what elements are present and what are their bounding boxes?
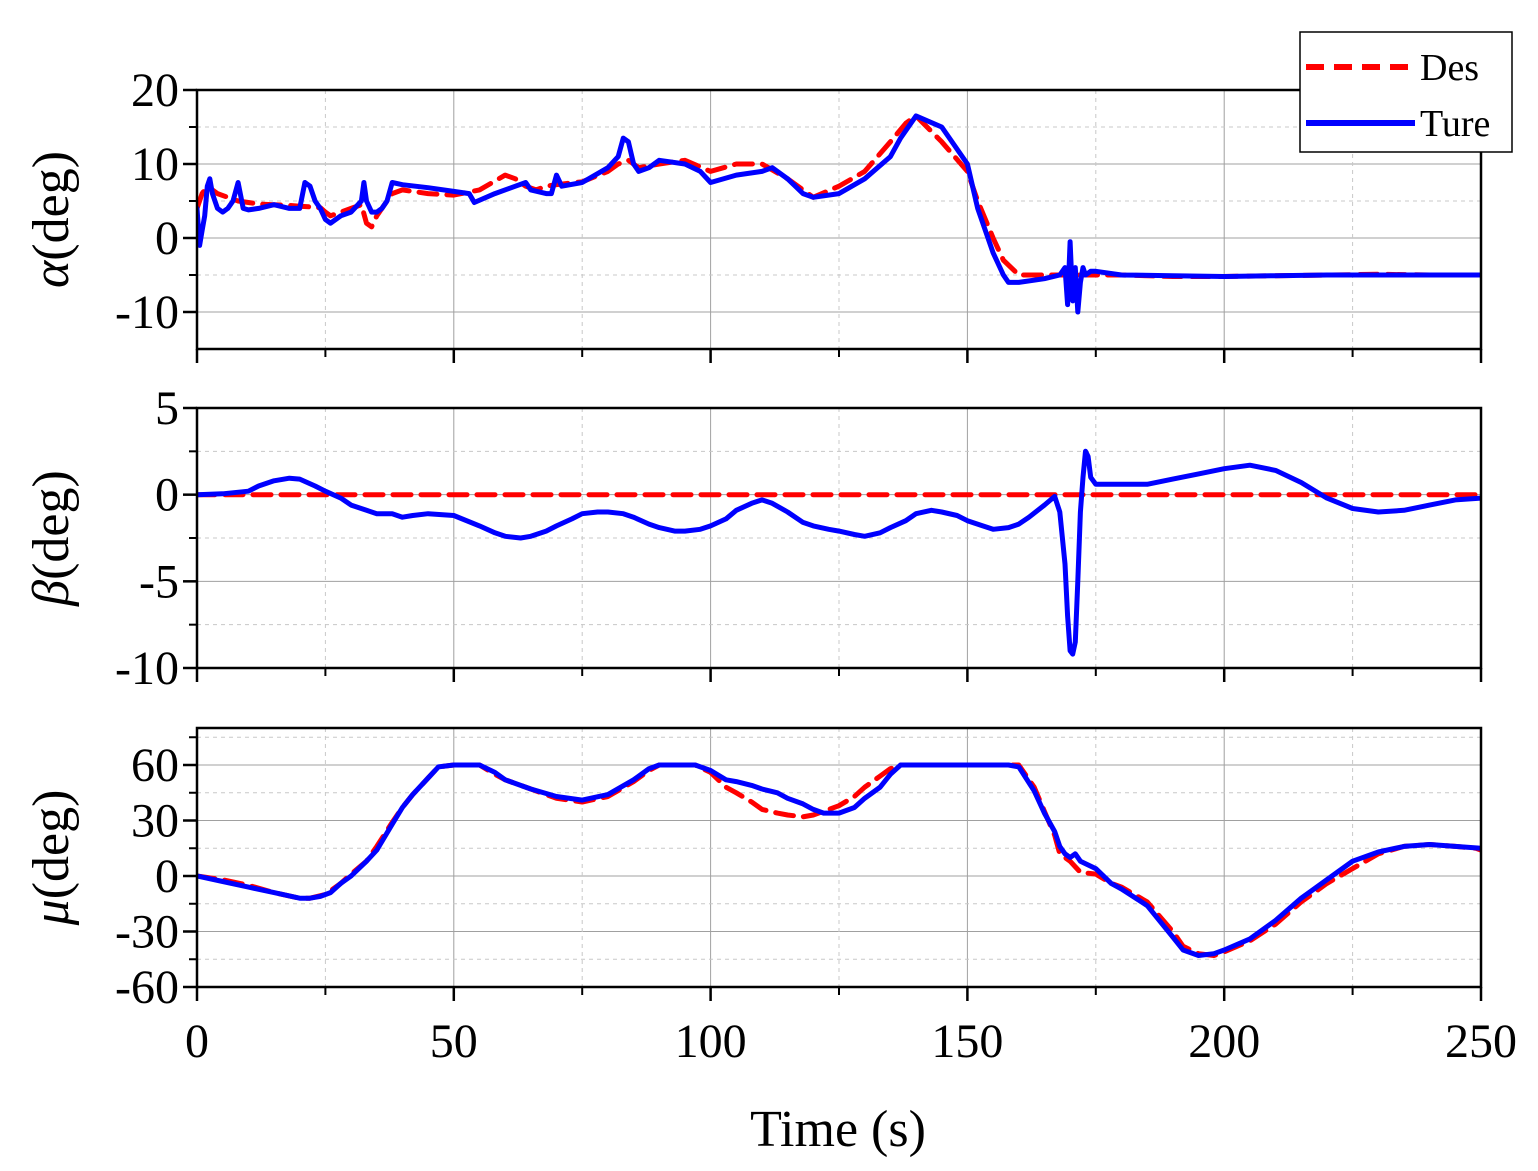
- beta-y-axis-unit: (deg): [23, 470, 80, 580]
- mu-y-axis-symbol: μ: [23, 899, 80, 926]
- mu-ytick-label: -30: [115, 906, 179, 959]
- legend-des-label: Des: [1420, 47, 1479, 89]
- alpha-ytick-label: 20: [131, 64, 179, 117]
- alpha-panel: -10 0 10 20 α(deg): [23, 64, 1483, 363]
- alpha-series-ture: [197, 113, 1481, 315]
- beta-y-axis-symbol: β: [23, 580, 80, 607]
- alpha-ytick-label: 10: [131, 138, 179, 191]
- beta-ytick-label: 5: [155, 382, 179, 435]
- beta-ytick-label: -5: [139, 555, 179, 608]
- mu-ytick-label: 0: [155, 850, 179, 903]
- mu-y-axis-title: μ(deg): [23, 790, 80, 927]
- alpha-ytick-label: 0: [155, 212, 179, 265]
- legend-box: [1299, 31, 1513, 153]
- xtick-label: 250: [1445, 1015, 1517, 1068]
- mu-series-ture: [197, 762, 1481, 958]
- beta-ytick-label: -10: [115, 642, 179, 695]
- xtick-label: 100: [675, 1015, 747, 1068]
- mu-ytick-label: 60: [131, 739, 179, 792]
- beta-panel: -10 -5 0 5 β(deg): [23, 382, 1483, 695]
- alpha-y-axis-title: α(deg): [23, 151, 80, 288]
- x-axis-title: Time (s): [750, 1101, 926, 1158]
- alpha-y-axis-unit: (deg): [23, 151, 80, 261]
- beta-series-ture: [197, 448, 1481, 657]
- legend: Des Ture: [1299, 31, 1513, 153]
- mu-y-axis-unit: (deg): [23, 790, 80, 900]
- xtick-label: 200: [1188, 1015, 1260, 1068]
- beta-ytick-label: 0: [155, 469, 179, 522]
- beta-y-axis-title: β(deg): [23, 470, 80, 607]
- mu-ytick-label: 30: [131, 795, 179, 848]
- xtick-label: 50: [430, 1015, 478, 1068]
- xtick-label: 150: [931, 1015, 1003, 1068]
- legend-ture-label: Ture: [1420, 103, 1490, 145]
- alpha-y-axis-symbol: α: [23, 259, 80, 288]
- mu-ytick-label: -60: [115, 961, 179, 1014]
- alpha-ytick-label: -10: [115, 286, 179, 339]
- xtick-label: 0: [185, 1015, 209, 1068]
